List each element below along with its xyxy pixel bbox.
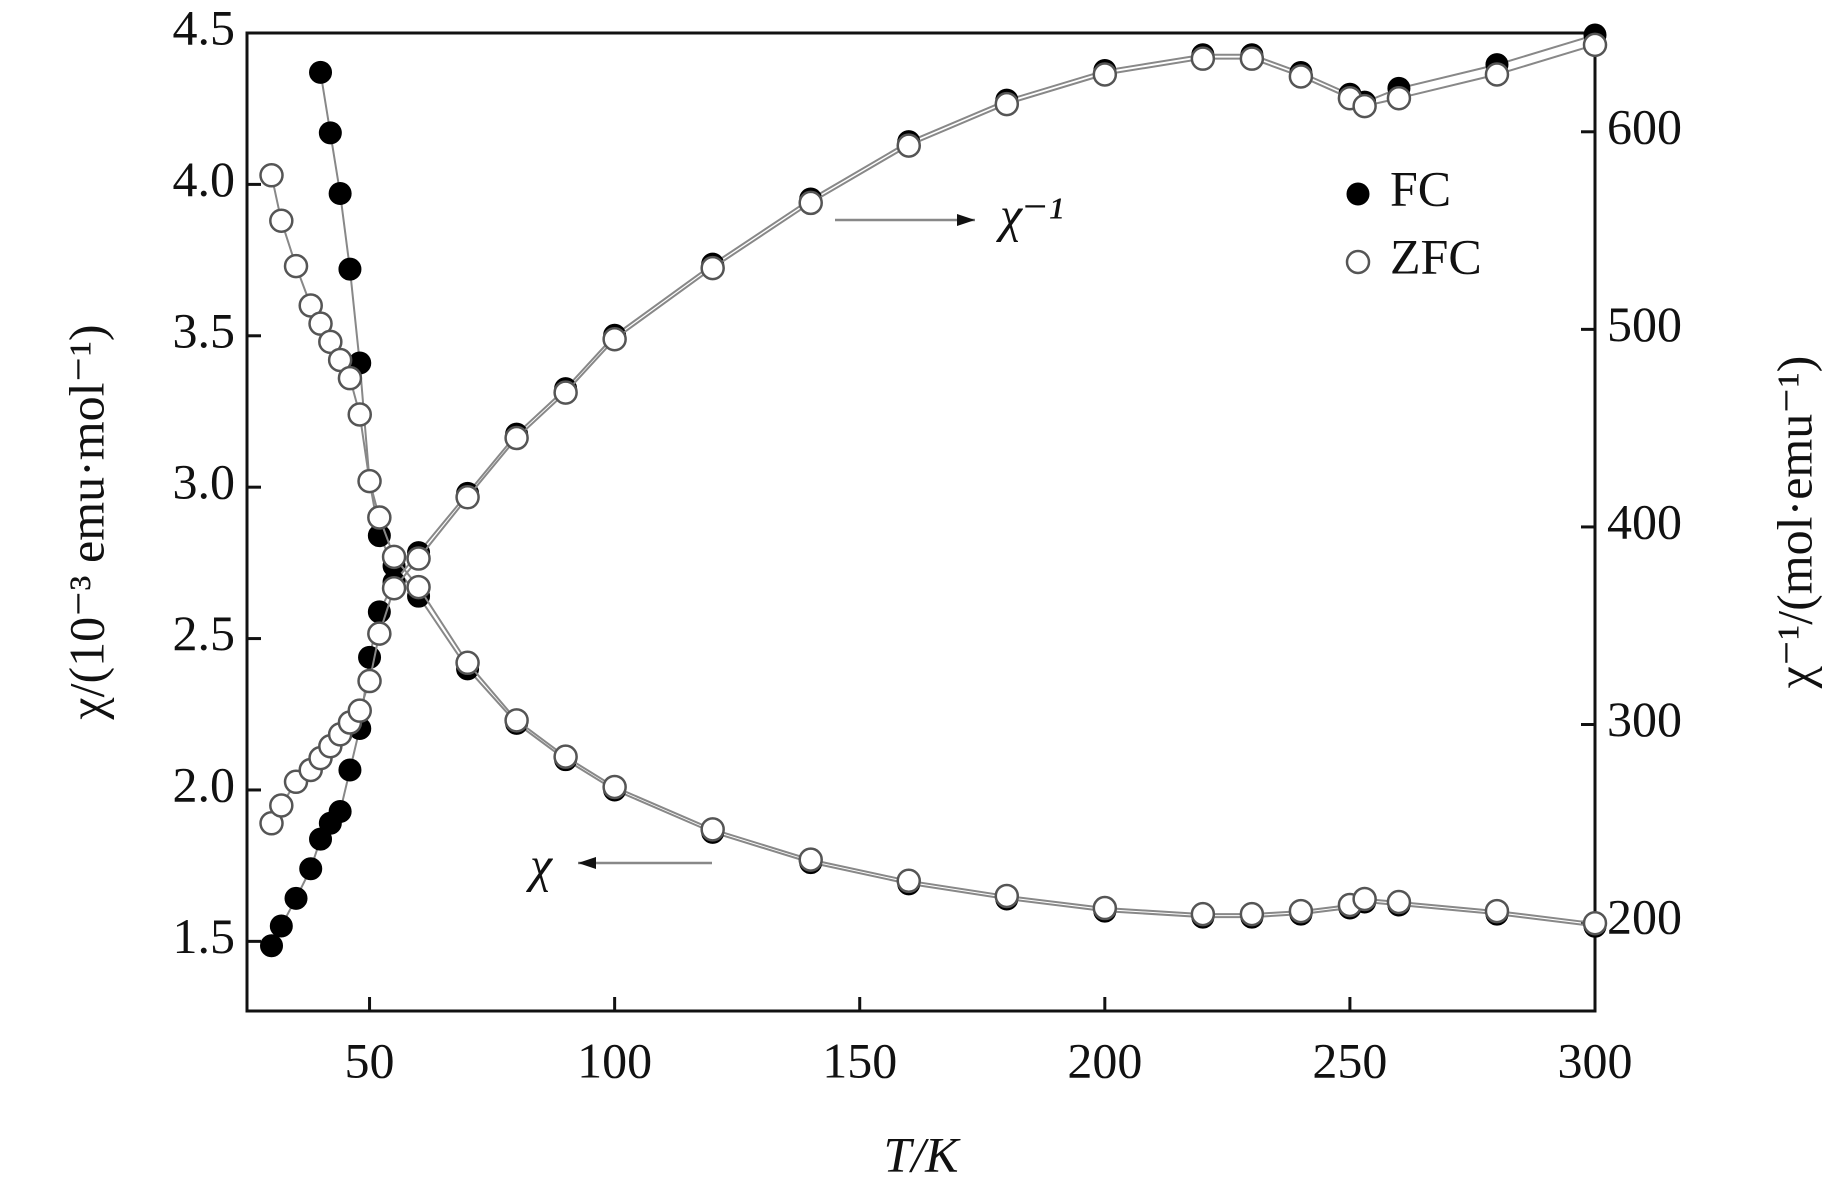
- data-point: [798, 190, 823, 216]
- y-tick-label: 4.5: [173, 0, 236, 55]
- data-point: [338, 257, 362, 281]
- data-point: [367, 621, 392, 646]
- data-point: [700, 817, 725, 842]
- arrow-head: [578, 857, 596, 869]
- y-tick-label: 3.0: [173, 454, 236, 510]
- arrow-head: [957, 214, 975, 226]
- data-point: [553, 744, 578, 769]
- data-point: [1484, 62, 1510, 87]
- x-tick-label: 100: [577, 1032, 652, 1088]
- data-point: [269, 914, 293, 938]
- data-point: [1582, 32, 1608, 58]
- data-point: [1092, 62, 1118, 87]
- x-tick-label: 250: [1312, 1032, 1387, 1088]
- legend-marker: [1345, 249, 1371, 275]
- data-point: [1288, 64, 1314, 89]
- data-point: [328, 181, 352, 205]
- data-point: [283, 253, 309, 279]
- data-point: [553, 380, 578, 405]
- data-point: [1386, 85, 1412, 111]
- data-point: [269, 793, 294, 818]
- data-point: [1582, 910, 1608, 936]
- data-point: [994, 91, 1020, 117]
- y-axis-label: χ/(10⁻³ emu·mol⁻¹): [58, 324, 114, 720]
- annotation: χ: [526, 836, 554, 892]
- y-tick-label: 2.0: [173, 756, 236, 812]
- y2-tick-label: 200: [1607, 889, 1682, 945]
- data-point: [1352, 93, 1377, 119]
- data-point: [1386, 889, 1412, 915]
- annotation: χ⁻¹: [996, 186, 1063, 242]
- data-point: [896, 868, 921, 894]
- data-point: [337, 365, 363, 391]
- data-point: [1190, 46, 1216, 71]
- data-point: [367, 505, 392, 530]
- legend-marker: [1346, 182, 1370, 206]
- data-point: [357, 468, 382, 494]
- data-point: [455, 650, 480, 676]
- data-point: [994, 883, 1020, 909]
- data-point: [338, 758, 362, 782]
- data-point: [455, 485, 480, 510]
- legend-label: ZFC: [1390, 228, 1482, 284]
- data-point: [259, 163, 284, 188]
- y2-tick-label: 600: [1607, 98, 1682, 154]
- x-tick-label: 50: [345, 1032, 395, 1088]
- y2-tick-label: 300: [1607, 691, 1682, 747]
- y2-tick-label: 400: [1607, 493, 1682, 549]
- data-point: [1190, 901, 1216, 927]
- series-line: [270, 175, 1596, 925]
- y2-axis-label: χ⁻¹/(mol·emu⁻¹): [1766, 356, 1822, 690]
- data-point: [381, 575, 407, 601]
- data-point: [504, 425, 529, 451]
- y-tick-label: 2.5: [173, 605, 236, 661]
- data-point: [260, 934, 284, 958]
- data-point: [1092, 895, 1118, 921]
- data-point: [896, 133, 921, 158]
- data-point: [798, 847, 823, 872]
- data-point: [381, 544, 407, 570]
- x-tick-label: 200: [1067, 1032, 1142, 1088]
- data-point: [700, 255, 725, 281]
- y-tick-label: 4.0: [173, 151, 236, 207]
- data-point: [1288, 898, 1314, 924]
- plot-frame: [245, 31, 1597, 1013]
- y-tick-label: 3.5: [173, 302, 236, 358]
- data-point: [347, 402, 372, 427]
- data-point: [602, 326, 627, 352]
- x-tick-label: 300: [1558, 1032, 1633, 1088]
- x-tick-label: 150: [822, 1032, 897, 1088]
- data-point: [406, 574, 431, 600]
- data-point: [347, 698, 372, 723]
- data-point: [358, 645, 382, 669]
- data-point: [1484, 898, 1510, 924]
- data-point: [406, 546, 431, 571]
- x-axis-label: T/K: [883, 1126, 961, 1182]
- data-point: [299, 857, 323, 881]
- y-tick-label: 1.5: [173, 908, 236, 964]
- legend-label: FC: [1390, 160, 1451, 216]
- data-point: [328, 799, 352, 823]
- data-point: [504, 708, 529, 733]
- data-point: [309, 60, 333, 84]
- y2-tick-label: 500: [1607, 296, 1682, 352]
- data-point: [1239, 46, 1265, 71]
- data-point: [1352, 886, 1377, 912]
- data-point: [318, 121, 342, 145]
- data-point: [602, 774, 627, 800]
- data-point: [269, 208, 294, 233]
- data-point: [1239, 901, 1265, 927]
- data-point: [357, 668, 382, 694]
- data-point: [284, 886, 308, 910]
